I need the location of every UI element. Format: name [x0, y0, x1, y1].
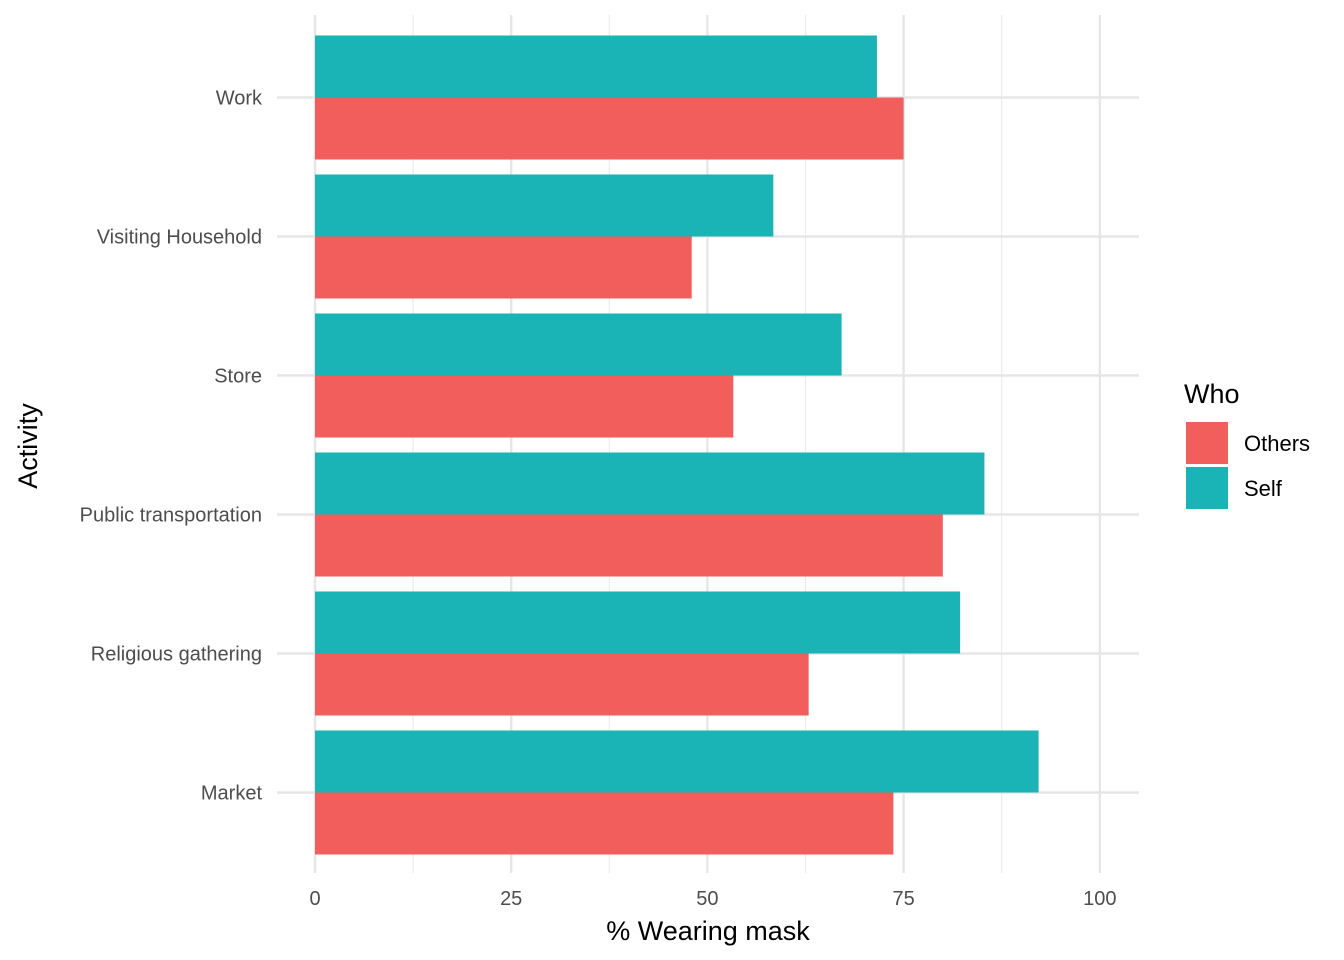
y-tick-label: Store [214, 366, 262, 388]
bar-self [315, 591, 961, 654]
x-axis-title: % Wearing mask [606, 916, 810, 946]
legend-swatch [1186, 467, 1228, 509]
y-tick-label: Work [216, 88, 263, 110]
bar-others [315, 97, 904, 160]
y-tick-label: Public transportation [80, 505, 262, 527]
x-tick-label: 50 [696, 888, 718, 910]
bar-others [315, 514, 943, 577]
bar-self [315, 452, 985, 515]
legend-swatch [1186, 422, 1228, 464]
x-tick-label: 100 [1083, 888, 1116, 910]
x-tick-labels: 0 25 50 75 100 [309, 888, 1116, 910]
bar-self [315, 174, 774, 237]
legend-label: Self [1244, 476, 1283, 501]
y-tick-label: Religious gathering [91, 644, 262, 666]
legend: Who Others Self [1184, 379, 1310, 509]
legend-items: Others Self [1186, 422, 1310, 509]
bar-self [315, 313, 842, 376]
bar-others [315, 653, 809, 716]
bar-others [315, 236, 692, 299]
y-tick-label: Visiting Household [97, 227, 262, 249]
y-tick-labels: Work Visiting Household Store Public transp… [80, 88, 263, 805]
bar-others [315, 792, 894, 855]
x-tick-label: 0 [309, 888, 320, 910]
legend-label: Others [1244, 431, 1310, 456]
legend-title: Who [1184, 379, 1240, 409]
bars-layer [315, 35, 1039, 855]
bar-self [315, 35, 877, 98]
x-tick-label: 75 [892, 888, 914, 910]
x-tick-label: 25 [500, 888, 522, 910]
y-tick-label: Market [201, 783, 263, 805]
y-axis-title: Activity [13, 403, 43, 489]
bar-self [315, 730, 1039, 793]
bar-others [315, 375, 734, 438]
